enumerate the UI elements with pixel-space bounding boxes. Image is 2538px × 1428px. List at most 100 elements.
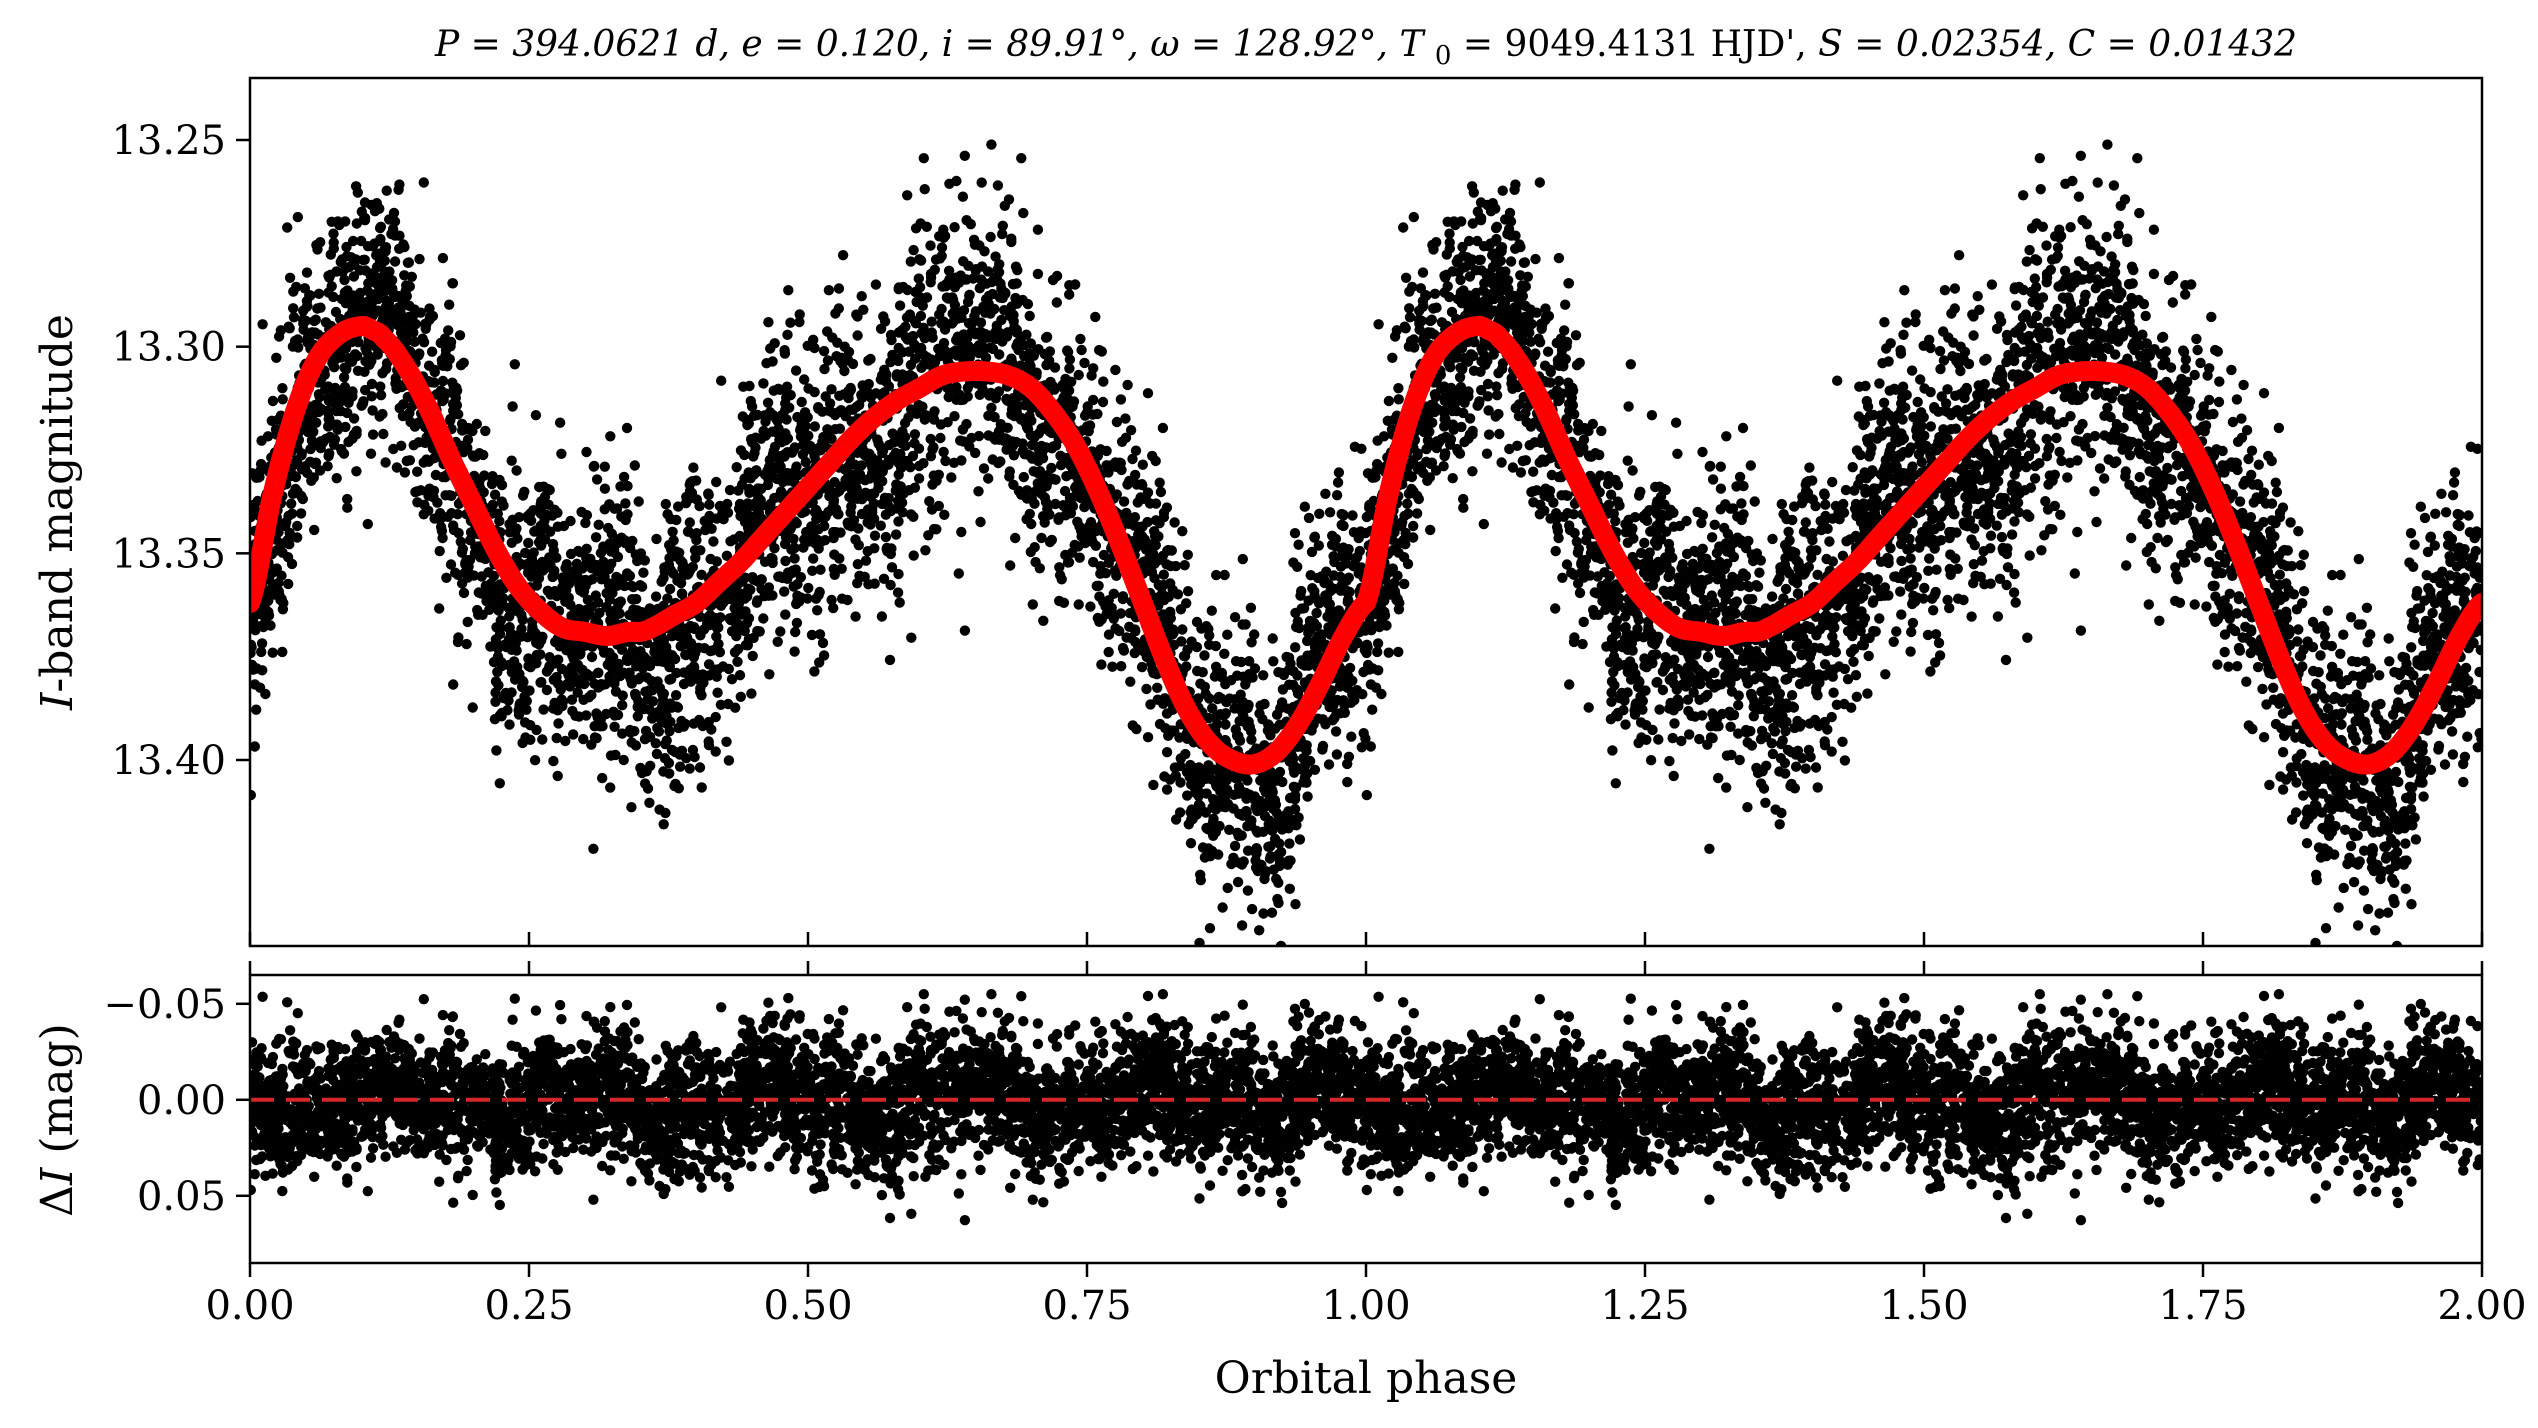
data-point [391,462,403,473]
data-point [2320,693,2331,704]
data-point [458,357,469,368]
data-point [1154,718,1166,730]
data-point [685,676,697,687]
data-point [1103,646,1114,658]
data-point [1668,770,1679,782]
data-point [1085,601,1096,612]
data-point [1454,372,1466,383]
data-point [2302,636,2313,647]
data-point [1177,624,1188,635]
data-point [656,576,667,587]
data-point [1837,736,1848,747]
data-point [726,674,738,685]
data-point [2401,658,2412,669]
data-point [688,462,699,473]
data-point [2226,364,2237,376]
data-point [823,285,835,296]
data-point [1092,408,1103,420]
data-point [925,433,936,445]
data-point [380,457,391,468]
data-point [2145,542,2156,553]
data-point [2282,545,2293,556]
data-point [2231,394,2243,405]
data-point [799,374,810,385]
data-point [1745,460,1757,471]
data-point [1938,355,1950,366]
data-point [2238,479,2249,490]
data-point [1509,184,1520,195]
data-point [1242,885,1254,896]
data-point [288,312,300,323]
data-point [826,594,837,606]
data-point [365,448,377,459]
data-point [1373,319,1384,330]
data-point [1130,445,1142,456]
data-point [2236,432,2248,443]
data-point [721,736,732,747]
data-point [942,417,953,428]
data-point [511,465,522,476]
data-point [1237,955,1247,965]
data-point [1291,684,1303,695]
data-point [288,303,299,314]
data-point [1076,344,1087,356]
data-point [2148,268,2160,280]
data-point [684,763,695,774]
data-point [328,228,339,239]
data-point [1122,479,1133,490]
data-point [2297,598,2308,609]
data-point [1372,435,1383,446]
data-point [1930,657,1941,668]
data-point [2253,459,2264,470]
data-point [389,256,401,267]
data-point [2042,316,2053,327]
data-point [765,343,776,354]
data-point [1709,519,1720,530]
data-point [1804,462,1815,473]
data-point [1721,431,1732,442]
data-point [1608,651,1620,662]
data-point [2246,445,2258,456]
data-point [809,421,820,432]
data-point [2219,646,2230,658]
data-point [2204,394,2215,406]
data-point [2310,937,2321,946]
data-point [441,572,452,583]
data-point [1458,493,1469,505]
data-point [963,318,975,329]
data-point [2163,274,2175,286]
data-point [1515,270,1526,281]
data-point [1779,757,1791,769]
data-point [1019,449,1030,460]
data-point [1561,559,1573,570]
data-point [931,524,942,535]
data-point [1868,625,1879,637]
data-point [777,476,789,488]
data-point [2277,784,2289,795]
data-point [282,222,293,233]
data-point [1456,216,1467,227]
data-point [2345,840,2357,852]
data-point [1812,690,1823,701]
data-point [277,394,288,405]
data-point [492,651,504,662]
data-point [1476,384,1487,396]
data-point [671,514,682,526]
data-point [2243,453,2254,465]
data-point [739,449,750,461]
data-point [1455,274,1466,286]
data-point [1639,537,1650,549]
data-point [1161,784,1173,795]
data-point [2047,524,2058,535]
data-point [1206,605,1218,616]
data-point [920,545,931,556]
data-point [493,680,504,691]
data-point [332,216,344,227]
data-point [1217,902,1228,913]
data-point [1559,325,1570,336]
data-point [949,411,960,422]
data-point [2286,560,2297,572]
data-point [1383,395,1395,407]
data-point [2292,636,2303,647]
data-point [2241,425,2253,436]
